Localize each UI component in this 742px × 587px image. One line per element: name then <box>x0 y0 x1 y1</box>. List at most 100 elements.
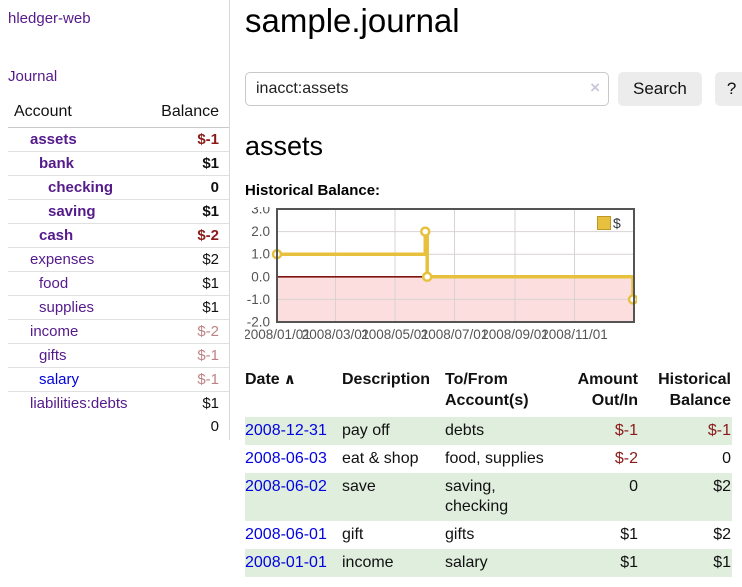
account-cell: income <box>8 319 145 344</box>
accounts-total-row: 0 <box>8 415 229 438</box>
transaction-amount: $-1 <box>567 417 639 445</box>
transaction-row: 2008-12-31 pay off debts $-1 $-1 <box>245 417 732 445</box>
help-button[interactable]: ? <box>714 72 742 106</box>
transaction-amount: $-2 <box>614 450 638 467</box>
transaction-balance: $-1 <box>639 417 732 445</box>
account-row: bank $1 <box>8 151 229 176</box>
account-balance: 0 <box>144 175 229 200</box>
account-link[interactable]: expenses <box>30 251 95 268</box>
y-axis-tick-label: 3.0 <box>251 207 270 217</box>
chart-heading: Historical Balance: <box>245 182 381 199</box>
transaction-date-link[interactable]: 2008-01-01 <box>245 554 327 571</box>
transaction-balance: 0 <box>722 450 731 467</box>
historical-balance-chart: 3.0 2.0 1.0 0.0 -1.0 -2.0 2008/01/01 2008/03/01… <box>243 202 639 349</box>
account-row: assets $-1 <box>8 128 229 152</box>
x-axis-tick-label: 2008/09/01 <box>481 327 549 342</box>
register-header-accounts: To/From Account(s) <box>445 371 529 409</box>
y-axis-tick-label: 1.0 <box>251 247 270 262</box>
y-axis-tick-label: 0.0 <box>251 269 270 284</box>
register-header-description: Description <box>342 371 431 388</box>
transaction-balance: $2 <box>639 473 732 521</box>
transaction-description: gift <box>342 526 364 543</box>
account-balance: $2 <box>144 247 229 272</box>
transaction-accounts: salary <box>445 549 567 577</box>
account-cell: expenses <box>8 247 145 272</box>
transaction-balance: $1 <box>639 549 732 577</box>
account-cell: liabilities:debts <box>8 391 145 415</box>
register-header-date-label: Date <box>245 371 280 388</box>
main-content: sample.journal × Search ? assets Histori… <box>230 0 742 587</box>
account-cell: supplies <box>8 295 145 320</box>
brand-link[interactable]: hledger-web <box>8 10 91 27</box>
account-balance: $-2 <box>144 319 229 344</box>
register-header-date[interactable]: Date ∧ <box>245 367 342 417</box>
transaction-description: save <box>342 473 445 521</box>
account-link[interactable]: bank <box>39 155 75 172</box>
account-balance: $-2 <box>144 223 229 248</box>
transaction-accounts: food, supplies <box>445 450 544 467</box>
account-row: liabilities:debts $1 <box>8 391 229 415</box>
search-input[interactable] <box>245 72 609 106</box>
transaction-row: 2008-06-01 gift gifts $1 $2 <box>245 521 732 549</box>
register-table: Date ∧ Description To/From Account(s) Amo… <box>245 367 732 577</box>
page-title: sample.journal <box>245 2 460 39</box>
account-cell: gifts <box>8 343 145 368</box>
transaction-amount: $1 <box>620 526 638 543</box>
x-axis-tick-label: 2008/07/01 <box>421 327 489 342</box>
account-balance: $1 <box>144 271 229 296</box>
account-link[interactable]: food <box>39 275 69 292</box>
x-axis-tick-label: 2008/01/01 <box>245 327 311 342</box>
account-link[interactable]: checking <box>48 179 114 196</box>
y-axis-tick-label: -2.0 <box>247 315 270 330</box>
transaction-amount: $1 <box>567 549 639 577</box>
transaction-date-link[interactable]: 2008-06-03 <box>245 450 327 467</box>
account-link[interactable]: gifts <box>39 347 67 364</box>
accounts-header-account: Account <box>8 100 145 128</box>
account-cell: saving <box>8 199 145 224</box>
transaction-date-link[interactable]: 2008-12-31 <box>245 422 327 439</box>
transaction-date-link[interactable]: 2008-06-02 <box>245 478 327 495</box>
account-row: expenses $2 <box>8 247 229 272</box>
account-link[interactable]: salary <box>39 371 80 388</box>
account-link[interactable]: liabilities:debts <box>30 395 128 412</box>
account-row: cash $-2 <box>8 223 229 248</box>
transaction-date-link[interactable]: 2008-06-01 <box>245 526 327 543</box>
transaction-accounts: debts <box>445 417 567 445</box>
nav-journal-link[interactable]: Journal <box>8 68 58 85</box>
legend-label: $ <box>613 215 621 231</box>
transaction-date-cell: 2008-06-03 <box>245 445 342 473</box>
account-row: supplies $1 <box>8 295 229 320</box>
account-balance: $-1 <box>197 131 219 148</box>
account-cell: checking <box>8 175 145 200</box>
search-form: × Search ? <box>245 72 742 106</box>
search-box: × <box>245 72 609 106</box>
transaction-row: 2008-06-02 save saving, checking 0 $2 <box>245 473 732 521</box>
data-point-marker <box>421 271 433 283</box>
transaction-description: eat & shop <box>342 450 419 467</box>
transaction-date-cell: 2008-06-01 <box>245 521 342 549</box>
search-button[interactable]: Search <box>618 72 702 106</box>
account-link[interactable]: assets <box>30 131 77 148</box>
register-header-amount: Amount Out/In <box>577 371 638 409</box>
account-balance: $1 <box>144 295 229 320</box>
account-balance: $1 <box>144 151 229 176</box>
transaction-accounts: saving, checking <box>445 473 567 521</box>
sidebar: hledger-web Journal Account Balance asse… <box>0 0 230 440</box>
account-link[interactable]: income <box>30 323 79 340</box>
transaction-row: 2008-01-01 income salary $1 $1 <box>245 549 732 577</box>
chart-canvas: 3.0 2.0 1.0 0.0 -1.0 -2.02008/01/012008/03/01… <box>243 202 639 342</box>
account-link[interactable]: saving <box>48 203 96 220</box>
account-cell: salary <box>8 367 145 392</box>
y-axis-tick-label: 2.0 <box>251 224 270 239</box>
transaction-amount: 0 <box>567 473 639 521</box>
account-link[interactable]: cash <box>39 227 74 244</box>
account-title: assets <box>245 131 324 161</box>
account-link[interactable]: supplies <box>39 299 95 316</box>
clear-search-icon[interactable]: × <box>590 78 600 97</box>
account-cell: food <box>8 271 145 296</box>
data-point-marker <box>420 226 431 237</box>
register-header-balance: Historical Balance <box>658 371 731 409</box>
accounts-table: Account Balance assets $-1 bank $1 check… <box>8 100 229 438</box>
legend-swatch-icon <box>597 216 611 230</box>
account-row: food $1 <box>8 271 229 296</box>
